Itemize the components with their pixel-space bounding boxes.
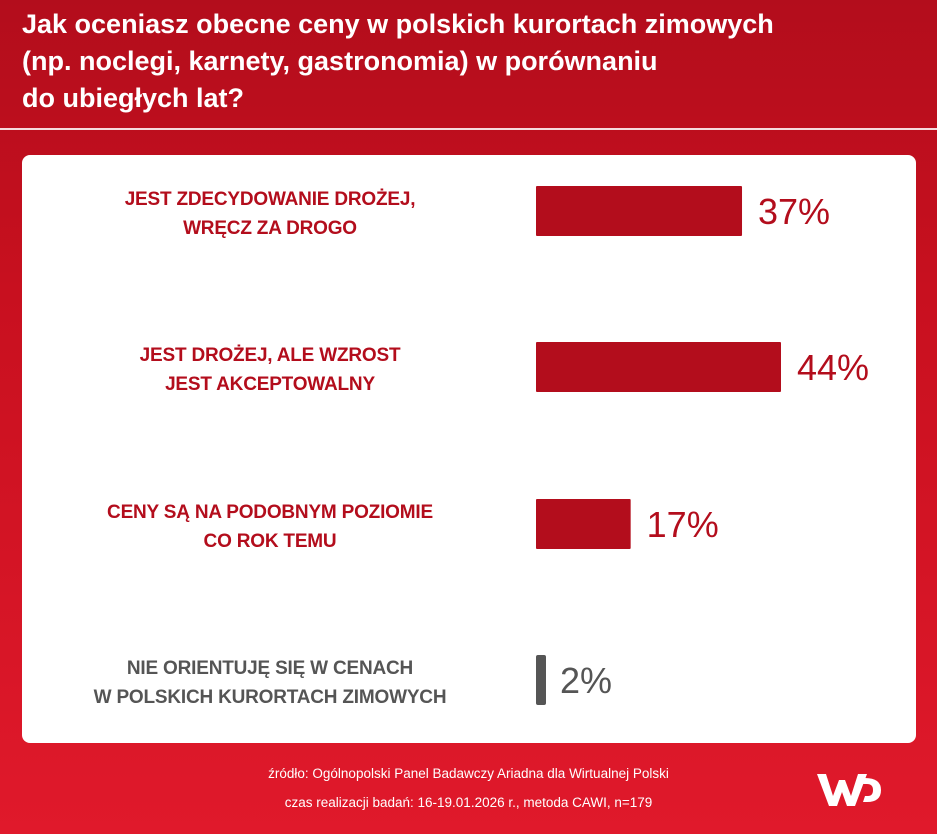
bar-2 <box>536 342 781 392</box>
logo-text: WP <box>815 770 817 771</box>
bar-4 <box>536 655 546 705</box>
category-label-1-line-2: WRĘCZ ZA DROGO <box>183 218 357 239</box>
category-label-2-line-1: JEST DROŻEJ, ALE WZROST <box>140 345 401 366</box>
value-label-3: 17% <box>647 504 719 545</box>
category-label-1-line-1: JEST ZDECYDOWANIE DROŻEJ, <box>125 189 416 210</box>
category-label-4-line-2: W POLSKICH KURORTACH ZIMOWYCH <box>94 687 447 708</box>
category-label-4-line-1: NIE ORIENTUJĘ SIĘ W CENACH <box>127 658 413 679</box>
title-line-1: Jak oceniasz obecne ceny w polskich kuro… <box>22 9 774 39</box>
category-label-3-line-2: CO ROK TEMU <box>204 531 337 552</box>
title-line-2: (np. noclegi, karnety, gastronomia) w po… <box>22 46 658 76</box>
value-label-4: 2% <box>560 660 612 701</box>
value-label-1: 37% <box>758 191 830 232</box>
title-divider <box>0 128 937 130</box>
chart-panel: 37% JEST ZDECYDOWANIE DROŻEJ, WRĘCZ ZA DRO… <box>22 155 916 743</box>
bar-1 <box>536 186 743 236</box>
bar-3 <box>536 499 631 549</box>
value-label-2: 44% <box>797 347 869 388</box>
category-label-3-line-1: CENY SĄ NA PODOBNYM POZIOMIE <box>107 502 433 523</box>
category-label-2-line-2: JEST AKCEPTOWALNY <box>165 374 375 395</box>
bar-chart: 37% JEST ZDECYDOWANIE DROŻEJ, WRĘCZ ZA DRO… <box>94 186 869 708</box>
title-line-3: do ubiegłych lat? <box>22 83 245 113</box>
chart-title: Jak oceniasz obecne ceny w polskich kuro… <box>22 6 922 117</box>
wp-logo-icon: WP <box>815 770 881 806</box>
method-note: czas realizacji badań: 16-19.01.2026 r.,… <box>284 795 653 810</box>
source-note: źródło: Ogólnopolski Panel Badawczy Aria… <box>268 766 669 781</box>
